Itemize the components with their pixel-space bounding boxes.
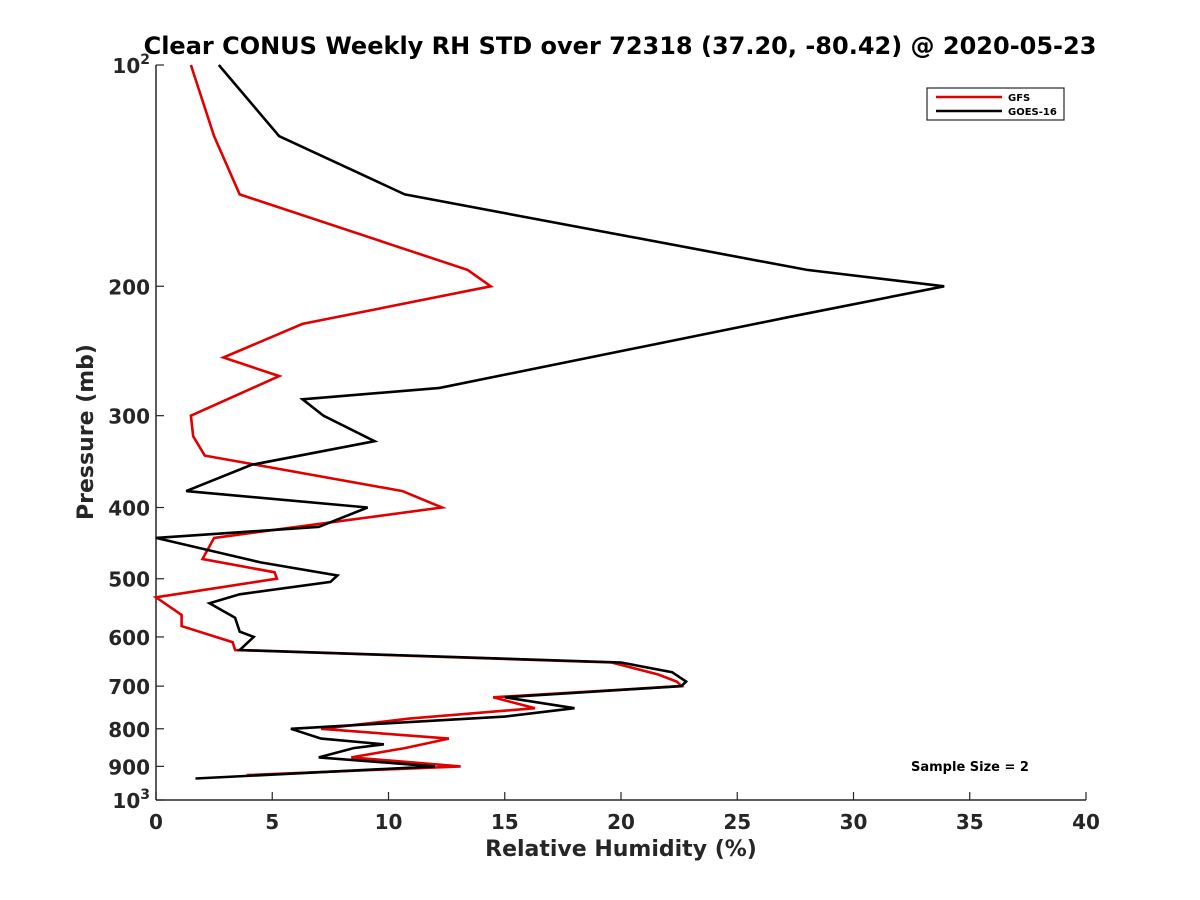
y-axis-label: Pressure (mb) <box>74 344 99 520</box>
y-tick-label: 800 <box>108 718 150 742</box>
legend-box <box>926 87 1065 121</box>
x-tick-label: 20 <box>607 810 635 834</box>
x-tick-label: 40 <box>1072 810 1100 834</box>
y-tick-label: 200 <box>108 275 150 299</box>
y-tick-label: 103 <box>112 787 150 813</box>
x-axis-ticks: 0 5 10 15 20 25 30 35 40 <box>149 792 1100 834</box>
legend-label-goes16: GOES-16 <box>1008 107 1057 118</box>
x-tick-label: 35 <box>956 810 984 834</box>
y-axis-ticks: 102 200 300 400 500 600 700 800 900 103 <box>108 52 164 813</box>
x-tick-label: 10 <box>375 810 403 834</box>
y-tick-label: 300 <box>108 405 150 429</box>
y-tick-label: 500 <box>108 568 150 592</box>
series-layer <box>152 64 945 780</box>
y-tick-label: 700 <box>108 675 150 699</box>
x-axis-label: Relative Humidity (%) <box>485 837 757 862</box>
y-tick-label: 102 <box>112 52 150 78</box>
x-tick-label: 30 <box>840 810 868 834</box>
y-tick-label: 400 <box>108 497 150 521</box>
chart-title: Clear CONUS Weekly RH STD over 72318 (37… <box>144 32 1097 60</box>
x-tick-label: 25 <box>723 810 751 834</box>
legend: GFS GOES-16 <box>926 87 1065 121</box>
series-line-goes16 <box>155 64 945 780</box>
legend-label-gfs: GFS <box>1008 93 1030 104</box>
y-tick-label: 600 <box>108 626 150 650</box>
series-line-gfs <box>152 64 685 777</box>
y-tick-label: 900 <box>108 755 150 779</box>
x-tick-label: 15 <box>491 810 519 834</box>
x-tick-label: 0 <box>149 810 163 834</box>
sample-size-annotation: Sample Size = 2 <box>911 760 1029 775</box>
x-tick-label: 5 <box>265 810 279 834</box>
